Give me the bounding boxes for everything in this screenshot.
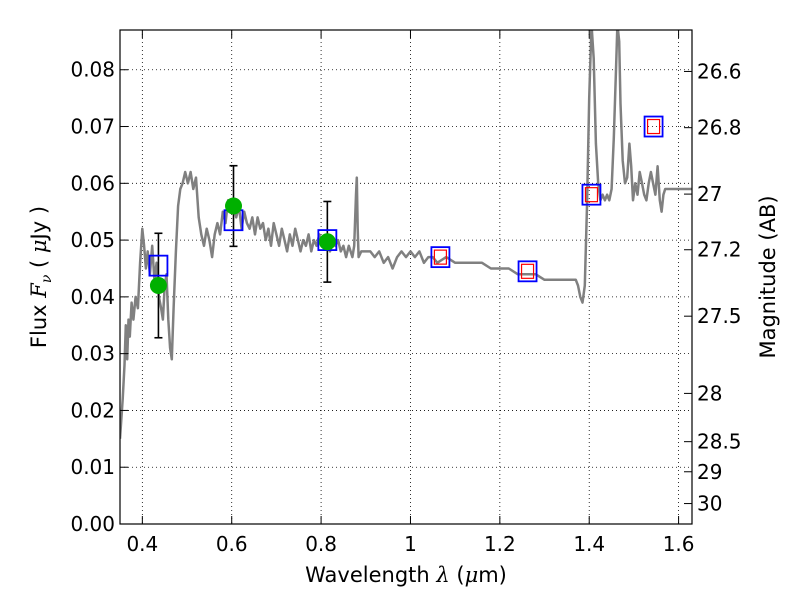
- measured-flux-point: [225, 197, 243, 215]
- y-axis-label-open: (: [27, 253, 51, 275]
- x-tick-label: 0.4: [126, 532, 158, 556]
- plot-frame: [119, 29, 693, 525]
- y2-tick-label: 27.2: [697, 238, 742, 262]
- y-tick-label: 0.07: [70, 115, 115, 139]
- model-flux-square: [430, 246, 451, 269]
- x-tick-label: 0.8: [305, 532, 337, 556]
- y-axis-label-nu: ν: [39, 274, 55, 283]
- y-tick-label: 0.03: [70, 342, 115, 366]
- y-tick-label: 0.02: [70, 398, 115, 422]
- y-axis-label-text: Flux: [27, 298, 51, 348]
- model-flux-square: [581, 183, 602, 206]
- y-axis-label-mu: μ: [27, 239, 51, 253]
- x-tick-label: 1.2: [484, 532, 516, 556]
- y-tick-label: 0.00: [70, 512, 115, 536]
- y-tick-label: 0.08: [70, 58, 115, 82]
- limit-flux-square: [433, 249, 448, 265]
- x-tick-label: 1.4: [573, 532, 605, 556]
- y2-tick-label: 29: [697, 460, 722, 484]
- y-axis-label-unit: Jy ): [27, 206, 51, 242]
- model-flux-square: [148, 254, 169, 277]
- x-axis-label-text: Wavelength: [305, 563, 436, 587]
- y2-tick-label: 26.6: [697, 59, 742, 83]
- y2-tick-label: 27.5: [697, 304, 742, 328]
- x-axis-label-mu: μ: [465, 563, 479, 587]
- markers-layer: [148, 115, 664, 339]
- model-flux-square: [643, 115, 664, 138]
- limit-flux-square: [584, 187, 599, 203]
- y2-tick-label: 28.5: [697, 430, 742, 454]
- x-axis-label-unit: m): [478, 563, 507, 587]
- limit-flux-square: [646, 118, 661, 135]
- y-tick-label: 0.04: [70, 285, 115, 309]
- y2-axis-label: Magnitude (AB): [756, 195, 780, 358]
- x-tick-label: 1.6: [663, 532, 695, 556]
- measured-flux-point: [149, 277, 167, 295]
- x-tick-label: 1: [404, 532, 417, 556]
- x-axis-label: Wavelength λ (μm): [305, 563, 507, 587]
- x-tick-label: 0.6: [216, 532, 248, 556]
- y2-tick-label: 26.8: [697, 116, 742, 140]
- y-axis-label-f: F: [27, 282, 51, 299]
- spectrum-layer: [120, 30, 692, 439]
- measured-flux-point: [318, 233, 336, 251]
- x-axis-label-lambda: λ: [435, 563, 449, 587]
- x-axis-label-open: (: [450, 563, 465, 587]
- y2-tick-label: 28: [697, 381, 722, 405]
- y2-tick-label: 27: [697, 182, 722, 206]
- limit-flux-square: [520, 263, 535, 279]
- model-flux-square: [517, 260, 538, 283]
- y2-tick-label: 30: [697, 492, 722, 516]
- y-axis-label: Flux Fν ( μJy ): [27, 206, 55, 348]
- model-spectrum-line: [120, 30, 692, 439]
- y-tick-label: 0.06: [70, 171, 115, 195]
- y-tick-label: 0.01: [70, 455, 115, 479]
- y-tick-label: 0.05: [70, 228, 115, 252]
- ticks-layer: 0.4 0.6 0.8 1 1.2 1.4 1.6 0.00 0.01 0.02 0.03 0.04 0…: [70, 30, 742, 556]
